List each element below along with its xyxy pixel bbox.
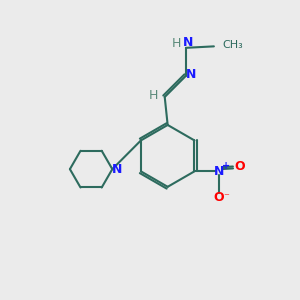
Text: N: N (183, 36, 193, 49)
Text: H: H (149, 89, 158, 102)
Text: N: N (112, 163, 122, 176)
Text: N: N (185, 68, 196, 81)
Text: +: + (222, 161, 230, 171)
Text: N: N (214, 165, 224, 178)
Text: H: H (172, 37, 181, 50)
Text: O: O (214, 191, 224, 204)
Text: CH₃: CH₃ (222, 40, 243, 50)
Text: ⁻: ⁻ (223, 192, 229, 202)
Text: O: O (235, 160, 245, 173)
